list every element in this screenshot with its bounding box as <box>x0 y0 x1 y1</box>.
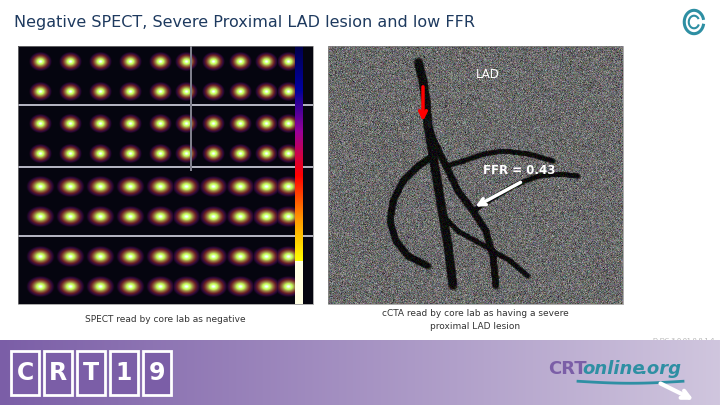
Text: online: online <box>582 360 644 378</box>
Text: R: R <box>49 360 67 384</box>
Text: LAD: LAD <box>476 68 500 81</box>
Bar <box>328 46 623 304</box>
Bar <box>143 350 171 394</box>
Bar <box>18 46 313 304</box>
Text: SPECT read by core lab as negative: SPECT read by core lab as negative <box>85 315 246 324</box>
Bar <box>44 350 72 394</box>
Bar <box>77 350 105 394</box>
Text: Negative SPECT, Severe Proximal LAD lesion and low FFR: Negative SPECT, Severe Proximal LAD lesi… <box>14 15 475 30</box>
Text: 1: 1 <box>116 360 132 384</box>
Text: 9: 9 <box>149 360 166 384</box>
Text: .org: .org <box>640 360 681 378</box>
Bar <box>11 350 39 394</box>
Text: FFR = 0.43: FFR = 0.43 <box>483 164 555 177</box>
Text: C: C <box>17 360 34 384</box>
Bar <box>110 350 138 394</box>
Text: T: T <box>83 360 99 384</box>
Text: CRT: CRT <box>548 360 587 378</box>
Text: cCTA read by core lab as having a severe
proximal LAD lesion: cCTA read by core lab as having a severe… <box>382 309 568 331</box>
Text: D DC 3 0 01 0 0 1 4: D DC 3 0 01 0 0 1 4 <box>652 338 714 343</box>
